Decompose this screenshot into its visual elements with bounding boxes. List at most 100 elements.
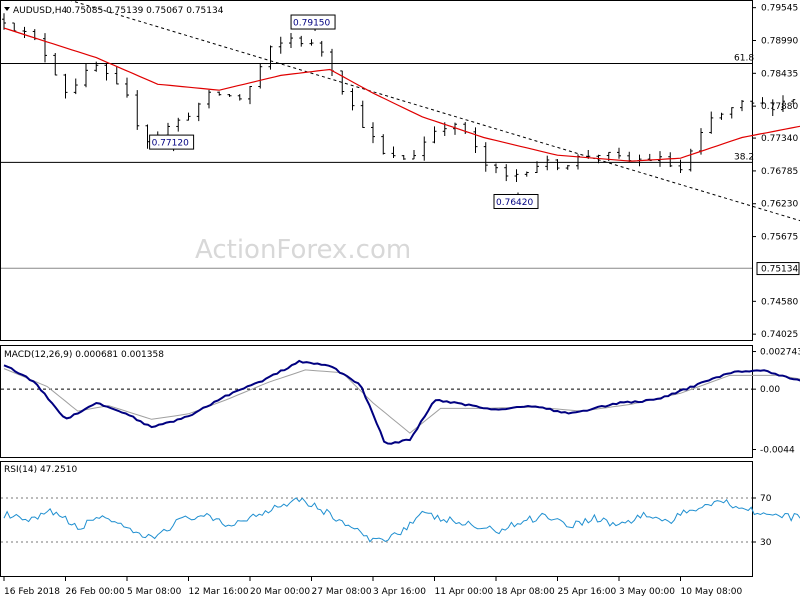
candle [760, 97, 765, 105]
price-axis-label: 0.78435 [761, 69, 798, 79]
candle [135, 90, 140, 130]
candle [125, 77, 129, 98]
candle [412, 149, 416, 160]
moving-average-line [3, 27, 800, 162]
price-callout-box [493, 193, 539, 209]
macd-axis-label: 0.002743 [760, 348, 800, 358]
macd-axis-label: 0.00 [760, 385, 780, 395]
candle [94, 61, 99, 72]
symbol-title: AUDUSD,H4 [13, 6, 68, 16]
candle [248, 85, 252, 105]
candle [668, 152, 673, 168]
price-axis-label: 0.77880 [761, 102, 798, 112]
price-axis-label: 0.75134 [761, 265, 798, 275]
candle [770, 99, 775, 117]
rsi-axis-label: 30 [760, 538, 772, 548]
candle [688, 148, 693, 172]
candle [360, 100, 365, 128]
time-axis-label: 5 Mar 08:00 [127, 587, 182, 597]
axis-layer: 0.79545 0.78990 0.78435 0.77880 0.77340 0.767… [3, 4, 800, 597]
fib-level-label: 38.2 [734, 152, 754, 162]
candle [43, 33, 47, 63]
price-callout-label: 0.76420 [496, 198, 533, 208]
price-axis-label: 0.77340 [761, 134, 798, 144]
price-axis-label: 0.75675 [761, 233, 798, 243]
last-price-box [756, 262, 800, 276]
candle [227, 93, 232, 97]
candle [258, 63, 263, 89]
price-axis-label: 0.74580 [761, 297, 798, 307]
candle [381, 134, 386, 155]
candle [719, 112, 724, 120]
price-callout-box [149, 134, 195, 150]
macd-line [3, 359, 800, 445]
candle [401, 155, 406, 160]
price-callout-box [290, 14, 336, 30]
candle [350, 88, 355, 111]
candle [207, 89, 211, 109]
candle [422, 136, 427, 161]
macd-layer [1, 359, 800, 445]
macd-signal-line [3, 368, 800, 434]
price-axis-label: 0.76230 [761, 200, 798, 210]
candle [391, 146, 396, 159]
candle [176, 117, 181, 132]
candle [268, 45, 273, 70]
candle [740, 99, 744, 112]
time-axis-label: 26 Feb 00:00 [66, 587, 125, 597]
candle [114, 66, 119, 85]
time-axis-label: 12 Mar 16:00 [189, 587, 249, 597]
candle [289, 33, 293, 48]
candle [709, 111, 714, 134]
price-layer: 61.838.20.791500.771200.781200.764200.75… [1, 0, 800, 269]
macd-axis-label: -0.0044 [760, 446, 795, 456]
price-axis-label: 0.79545 [761, 4, 798, 14]
price-panel-frame [0, 0, 753, 341]
candle [494, 163, 498, 174]
time-axis-label: 3 May 00:00 [619, 587, 675, 597]
ohlc-readout: 0.75085 0.75139 0.75067 0.75134 [66, 6, 224, 16]
time-axis-label: 10 May 08:00 [681, 587, 743, 597]
rsi-axis-label: 70 [760, 494, 772, 504]
fib-level-label: 61.8 [734, 54, 754, 64]
candle [729, 107, 734, 119]
candle [535, 161, 539, 174]
time-axis-label: 16 Feb 2018 [4, 587, 60, 597]
candle [545, 155, 550, 171]
candle [299, 35, 304, 47]
candle [371, 122, 375, 144]
symbol-dropdown-icon[interactable] [4, 7, 10, 11]
candle [84, 63, 88, 88]
candle [617, 147, 621, 159]
candle [53, 53, 58, 76]
rsi-title: RSI(14) 47.2510 [4, 465, 77, 475]
price-callout-label: 0.77120 [152, 139, 189, 149]
price-axis-label: 0.78990 [761, 36, 798, 46]
candle [555, 159, 560, 171]
candle [104, 62, 109, 81]
candle [678, 159, 683, 174]
time-axis-label: 27 Mar 08:00 [312, 587, 372, 597]
candle [432, 126, 437, 144]
candle [63, 73, 68, 99]
time-axis-label: 25 Apr 16:00 [558, 587, 617, 597]
candle [2, 13, 6, 30]
watermark: ActionForex.com [195, 235, 411, 265]
candle [483, 142, 488, 172]
candle [309, 39, 314, 46]
candle [750, 100, 755, 110]
time-axis-label: 18 Apr 08:00 [496, 587, 555, 597]
candle [186, 112, 191, 121]
candle [524, 171, 529, 177]
candle [473, 127, 478, 153]
candle [73, 78, 78, 95]
macd-title: MACD(12,26,9) 0.000681 0.001358 [4, 350, 164, 360]
candle [565, 164, 570, 170]
price-axis-label: 0.74025 [761, 330, 798, 340]
candle [514, 169, 519, 183]
candle [504, 164, 509, 182]
candle [196, 102, 201, 122]
time-axis-label: 20 Mar 00:00 [250, 587, 310, 597]
time-axis-label: 11 Apr 00:00 [435, 587, 494, 597]
price-callout-label: 0.79150 [293, 19, 330, 29]
